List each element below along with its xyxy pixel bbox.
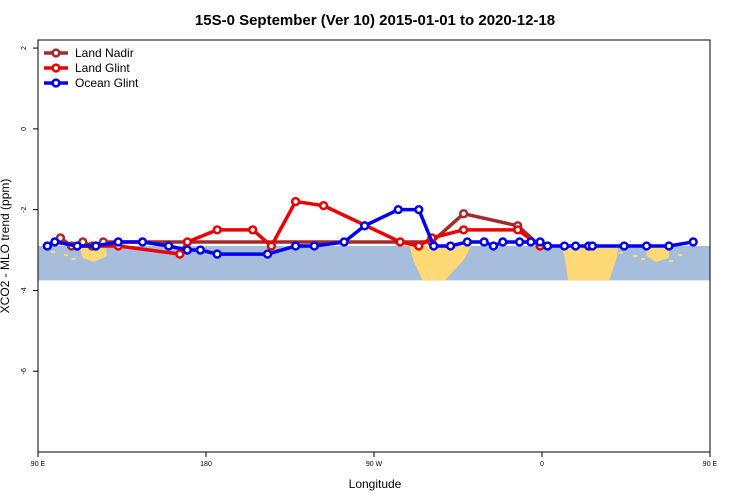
data-point <box>212 249 222 259</box>
data-point <box>182 237 192 247</box>
series-layer <box>42 196 698 259</box>
series-line <box>77 199 542 256</box>
island <box>64 254 69 256</box>
y-axis-label: XCO2 - MLO trend (ppm) <box>0 179 12 314</box>
data-point <box>542 241 553 251</box>
x-tick-label: 90 E <box>703 461 718 468</box>
map-band <box>38 246 710 281</box>
y-axis: 2 0 -2 -4 -6 <box>21 46 38 374</box>
data-point <box>395 237 405 247</box>
data-point <box>175 249 185 259</box>
data-point <box>137 237 148 247</box>
data-point <box>309 241 319 251</box>
data-point <box>212 225 222 235</box>
data-point <box>414 241 424 251</box>
legend-marker <box>51 48 61 58</box>
data-point <box>414 204 424 215</box>
data-point <box>462 237 472 247</box>
data-point <box>559 241 570 251</box>
legend-label: Land Nadir <box>75 46 134 60</box>
data-point <box>113 237 123 247</box>
island <box>668 260 673 262</box>
island <box>640 258 645 260</box>
landmass-africa <box>560 246 619 281</box>
data-point <box>619 241 629 251</box>
x-tick-label: 0 <box>540 461 544 468</box>
data-point <box>72 241 82 251</box>
data-point <box>42 241 52 251</box>
x-axis-label: Longitude <box>349 477 402 491</box>
data-point <box>587 241 598 251</box>
y-tick-label: -6 <box>21 368 28 374</box>
island <box>659 251 664 253</box>
y-tick-label: 2 <box>21 46 28 50</box>
y-tick-label: -2 <box>21 206 28 212</box>
x-axis: 90 E 180 90 W 0 90 E <box>31 452 718 468</box>
data-point <box>664 241 674 251</box>
x-tick-label: 180 <box>200 461 212 468</box>
data-point <box>535 237 545 247</box>
data-point <box>393 204 403 215</box>
island <box>633 255 638 257</box>
data-point <box>570 241 581 251</box>
data-point <box>182 245 192 255</box>
island <box>99 255 104 257</box>
data-point <box>164 241 174 251</box>
data-point <box>290 196 301 207</box>
y-tick-label: 0 <box>21 127 28 131</box>
y-tick-label: -4 <box>21 287 28 293</box>
data-point <box>360 221 370 231</box>
landmass-australia-east <box>646 246 669 262</box>
island <box>618 252 623 254</box>
data-point <box>195 245 206 255</box>
data-point <box>688 237 698 247</box>
data-point <box>498 237 508 247</box>
legend-marker <box>51 78 61 88</box>
data-point <box>641 241 652 251</box>
legend-label: Ocean Glint <box>75 76 139 90</box>
data-point <box>513 225 523 235</box>
data-point <box>91 241 101 251</box>
island <box>678 254 683 256</box>
data-point <box>266 241 276 251</box>
data-point <box>479 237 489 247</box>
data-point <box>514 237 525 247</box>
chart-title: 15S-0 September (Ver 10) 2015-01-01 to 2… <box>195 12 555 29</box>
data-point <box>50 237 60 247</box>
island <box>51 251 56 253</box>
legend-marker <box>51 63 61 73</box>
data-point <box>429 241 439 251</box>
data-point <box>458 225 469 235</box>
island <box>92 252 97 254</box>
x-tick-label: 90 W <box>366 461 383 468</box>
data-point <box>526 237 536 247</box>
data-point <box>248 225 258 235</box>
data-point <box>318 200 329 211</box>
x-tick-label: 90 E <box>31 461 46 468</box>
landmass-south-america <box>409 246 472 281</box>
data-point <box>458 209 469 219</box>
data-point <box>290 241 301 251</box>
legend-label: Land Glint <box>75 61 130 75</box>
island <box>71 258 76 260</box>
data-point <box>339 237 349 247</box>
data-point <box>262 249 273 259</box>
data-point <box>445 241 456 251</box>
data-point <box>488 241 499 251</box>
